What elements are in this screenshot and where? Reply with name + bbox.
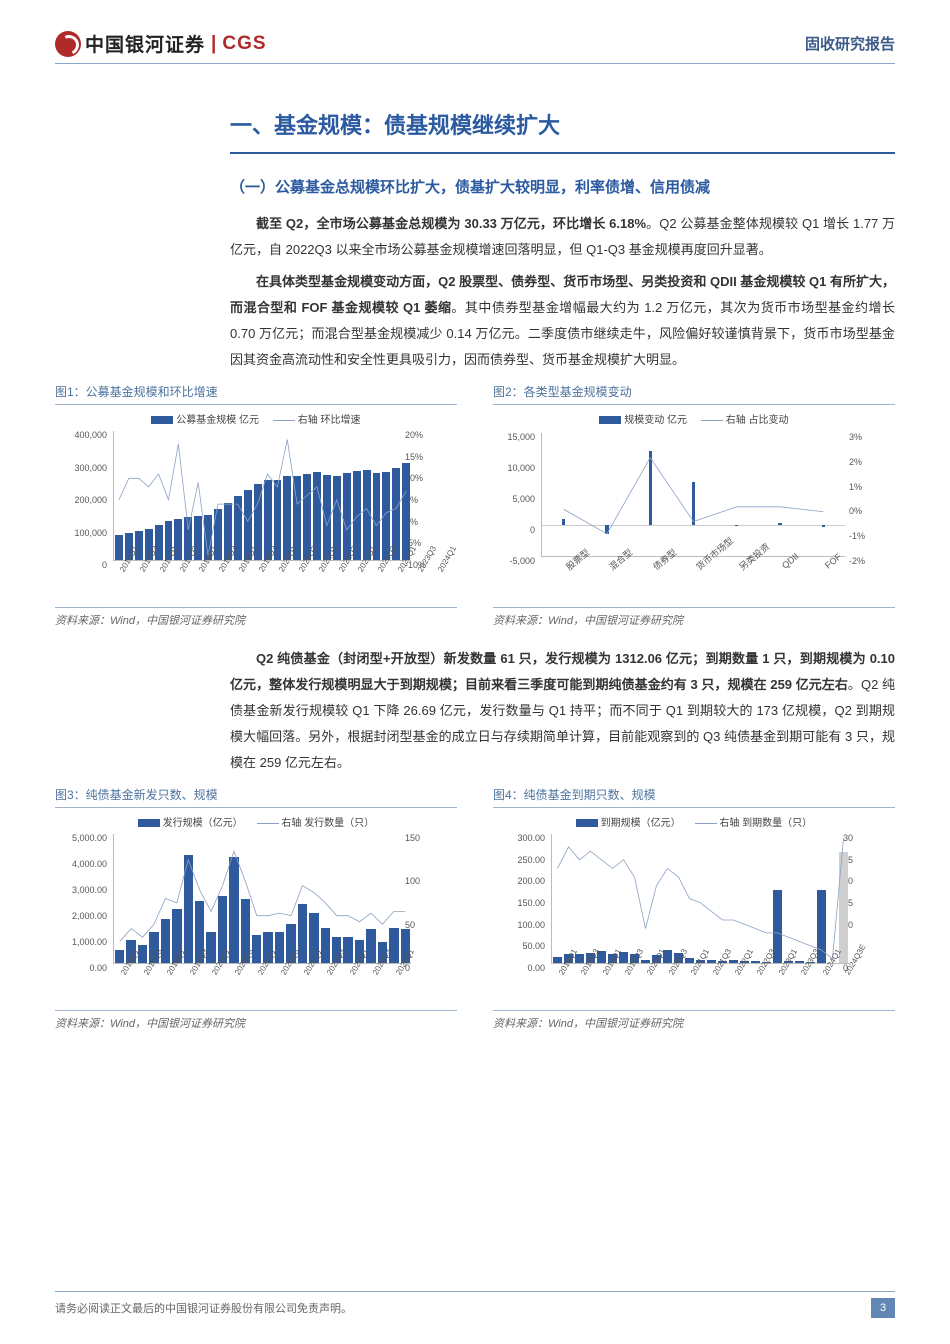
paragraph-1-bold: 截至 Q2，全市场公募基金总规模为 30.33 万亿元，环比增长 6.18% (256, 216, 646, 231)
paragraph-1: 截至 Q2，全市场公募基金总规模为 30.33 万亿元，环比增长 6.18%。Q… (230, 211, 895, 263)
chart-4-source: 资料来源：Wind，中国银河证券研究院 (493, 1010, 895, 1031)
chart-3-title: 图3：纯债基金新发只数、规模 (55, 786, 457, 808)
chart-4-title: 图4：纯债基金到期只数、规模 (493, 786, 895, 808)
chart-3: 图3：纯债基金新发只数、规模 发行规模（亿元） 右轴 发行数量（只）5,000.… (55, 786, 457, 1031)
chart-1-source: 资料来源：Wind，中国银河证券研究院 (55, 607, 457, 628)
chart-1: 图1：公募基金规模和环比增速 公募基金规模 亿元 右轴 环比增速400,0003… (55, 383, 457, 628)
paragraph-2: 在具体类型基金规模变动方面，Q2 股票型、债券型、货币市场型、另类投资和 QDI… (230, 269, 895, 373)
section-title: 一、基金规模：债基规模继续扩大 (230, 108, 895, 154)
chart-4: 图4：纯债基金到期只数、规模 到期规模（亿元） 右轴 到期数量（只）300.00… (493, 786, 895, 1031)
page-number: 3 (871, 1298, 895, 1318)
chart-2-source: 资料来源：Wind，中国银河证券研究院 (493, 607, 895, 628)
paragraph-3: Q2 纯债基金（封闭型+开放型）新发数量 61 只，发行规模为 1312.06 … (230, 646, 895, 776)
chart-2-title: 图2：各类型基金规模变动 (493, 383, 895, 405)
galaxy-logo-icon (55, 31, 81, 57)
footer: 请务必阅读正文最后的中国银河证券股份有限公司免责声明。 3 (55, 1291, 895, 1318)
logo-text-cn: 中国银河证券 (85, 30, 205, 57)
paragraph-3-bold: Q2 纯债基金（封闭型+开放型）新发数量 61 只，发行规模为 1312.06 … (230, 651, 895, 692)
footer-disclaimer: 请务必阅读正文最后的中国银河证券股份有限公司免责声明。 (55, 1300, 352, 1316)
report-type: 固收研究报告 (805, 33, 895, 54)
chart-3-source: 资料来源：Wind，中国银河证券研究院 (55, 1010, 457, 1031)
logo: 中国银河证券 | CGS (55, 30, 267, 57)
logo-divider: | (211, 33, 216, 55)
chart-1-title: 图1：公募基金规模和环比增速 (55, 383, 457, 405)
subsection-title: （一）公募基金总规模环比扩大，债基扩大较明显，利率债增、信用债减 (230, 176, 895, 197)
logo-text-cgs: CGS (222, 33, 266, 55)
chart-2: 图2：各类型基金规模变动 规模变动 亿元 右轴 占比变动15,00010,000… (493, 383, 895, 628)
page-header: 中国银河证券 | CGS 固收研究报告 (55, 30, 895, 64)
